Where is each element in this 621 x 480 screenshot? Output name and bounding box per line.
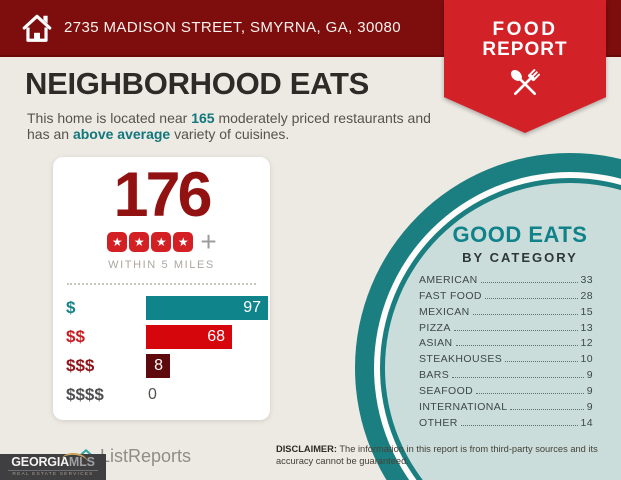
mls-wordmark: GEORGIAMLS bbox=[0, 451, 106, 469]
georgia-mls-logo: GEORGIAMLS REAL ESTATE SERVICES bbox=[0, 451, 106, 480]
dotted-leader bbox=[484, 297, 578, 299]
property-address: 2735 MADISON STREET, SMYRNA, GA, 30080 bbox=[64, 19, 401, 36]
category-row: BARS 9 bbox=[419, 365, 593, 381]
dotted-leader bbox=[452, 377, 584, 379]
category-label: INTERNATIONAL bbox=[419, 401, 508, 414]
category-label: FAST FOOD bbox=[419, 289, 482, 302]
page-title: NEIGHBORHOOD EATS bbox=[25, 66, 369, 101]
price-tier-label: $$ bbox=[66, 327, 85, 346]
category-label: AMERICAN bbox=[419, 273, 478, 286]
category-label: MEXICAN bbox=[419, 305, 470, 318]
home-icon bbox=[22, 14, 52, 42]
summary-fragment: This home is located near bbox=[27, 110, 192, 126]
dotted-leader bbox=[505, 361, 578, 363]
category-count: 10 bbox=[580, 353, 593, 366]
food-report-badge: FOOD REPORT bbox=[444, 0, 606, 133]
category-row: SEAFOOD 9 bbox=[419, 381, 593, 397]
dotted-leader bbox=[460, 424, 578, 426]
category-count: 9 bbox=[586, 385, 593, 398]
disclaimer-text: The information in this report is from t… bbox=[276, 444, 598, 466]
plus-icon: + bbox=[200, 226, 217, 257]
dotted-leader bbox=[476, 393, 584, 395]
category-count: 13 bbox=[580, 321, 593, 334]
price-bar-zero-value: 0 bbox=[148, 386, 157, 403]
price-bar: 97 bbox=[146, 296, 268, 320]
category-label: SEAFOOD bbox=[419, 385, 474, 398]
price-bar-row: $$$$ 0 bbox=[66, 383, 270, 407]
category-list: AMERICAN 33 FAST FOOD 28 MEXICAN 15 PIZZA 13 ASI… bbox=[419, 270, 593, 429]
star-rating: ★ ★ ★ ★ + bbox=[53, 226, 270, 257]
good-eats-heading: GOOD EATS BY CATEGORY bbox=[430, 222, 610, 265]
category-row: FAST FOOD 28 bbox=[419, 286, 593, 302]
crossed-spoon-fork-icon bbox=[510, 69, 541, 95]
dotted-leader bbox=[453, 329, 578, 331]
summary-fragment: has an bbox=[27, 125, 73, 142]
category-row: PIZZA 13 bbox=[419, 318, 593, 334]
price-tier-label: $ bbox=[66, 298, 76, 317]
price-bar-row: $$$ 8 bbox=[66, 354, 270, 378]
dotted-leader bbox=[510, 409, 584, 411]
disclaimer: DISCLAIMER: The information in this repo… bbox=[276, 444, 610, 467]
category-row: ASIAN 12 bbox=[419, 334, 593, 350]
summary-accent: above average bbox=[72, 125, 171, 142]
price-tier-label: $$$ bbox=[66, 356, 95, 375]
dotted-leader bbox=[480, 281, 578, 283]
price-tier-label: $$$$ bbox=[66, 385, 104, 404]
category-label: OTHER bbox=[419, 416, 458, 429]
badge-line1: FOOD bbox=[492, 19, 558, 40]
star-icon: ★ bbox=[151, 232, 172, 252]
summary-accent: 165 bbox=[191, 110, 215, 126]
category-label: BARS bbox=[419, 369, 450, 382]
dotted-divider bbox=[67, 283, 256, 285]
summary-fragment: moderately priced restaurants and bbox=[214, 110, 431, 126]
category-count: 33 bbox=[580, 273, 593, 286]
star-icon: ★ bbox=[107, 232, 128, 252]
summary-text: This home is located near 165 moderately… bbox=[27, 110, 457, 142]
listreports-wordmark: ListReports bbox=[100, 446, 192, 466]
category-label: PIZZA bbox=[419, 321, 451, 334]
mls-tagline: REAL ESTATE SERVICES bbox=[12, 472, 94, 477]
category-row: OTHER 14 bbox=[419, 413, 593, 429]
price-bar: 8 bbox=[146, 354, 170, 378]
dotted-leader bbox=[455, 345, 578, 347]
category-row: MEXICAN 15 bbox=[419, 302, 593, 318]
radius-label: WITHIN 5 MILES bbox=[108, 259, 215, 271]
disclaimer-label: DISCLAIMER: bbox=[276, 444, 337, 454]
price-bar-row: $$ 68 bbox=[66, 325, 270, 349]
category-row: INTERNATIONAL 9 bbox=[419, 397, 593, 413]
category-count: 12 bbox=[580, 337, 593, 350]
category-row: AMERICAN 33 bbox=[419, 270, 593, 286]
price-tier-bar-chart: $97 $$ 68 $$$ 8 $$$$ 0 bbox=[53, 296, 270, 407]
category-count: 14 bbox=[580, 416, 593, 429]
dotted-leader bbox=[472, 313, 578, 315]
star-icon: ★ bbox=[129, 232, 150, 252]
summary-fragment: variety of cuisines. bbox=[170, 125, 290, 142]
category-label: ASIAN bbox=[419, 337, 453, 350]
badge-line2: REPORT bbox=[482, 39, 568, 60]
good-eats-subtitle: BY CATEGORY bbox=[462, 250, 578, 265]
category-row: STEAKHOUSES 10 bbox=[419, 349, 593, 365]
price-bar: 68 bbox=[146, 325, 232, 349]
mls-divider bbox=[8, 470, 98, 471]
restaurant-stats-card: 176 ★ ★ ★ ★ + WITHIN 5 MILES $97 $$ 68 $$$ 8 $$$$… bbox=[53, 157, 270, 420]
category-count: 28 bbox=[580, 289, 593, 302]
price-bar-row: $97 bbox=[66, 296, 270, 320]
category-count: 9 bbox=[586, 401, 593, 414]
ribbon-inner: FOOD REPORT bbox=[447, 0, 603, 129]
restaurant-count: 176 bbox=[113, 160, 212, 230]
category-label: STEAKHOUSES bbox=[419, 353, 503, 366]
category-count: 15 bbox=[580, 305, 593, 318]
star-icon: ★ bbox=[173, 232, 194, 252]
category-count: 9 bbox=[586, 369, 593, 382]
good-eats-title: GOOD EATS bbox=[452, 222, 588, 247]
